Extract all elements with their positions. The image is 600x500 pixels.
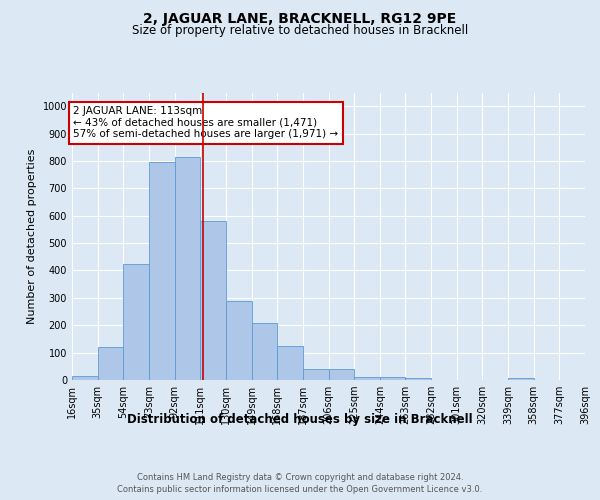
Bar [72, 376, 98, 380]
Bar [380, 378, 406, 380]
Text: Size of property relative to detached houses in Bracknell: Size of property relative to detached ho… [132, 24, 468, 37]
Bar [406, 378, 431, 380]
Text: Contains public sector information licensed under the Open Government Licence v3: Contains public sector information licen… [118, 485, 482, 494]
Bar [277, 346, 303, 380]
Bar [303, 369, 329, 380]
Bar [175, 157, 200, 380]
Bar [124, 264, 149, 380]
Bar [251, 322, 277, 380]
Text: 2 JAGUAR LANE: 113sqm
← 43% of detached houses are smaller (1,471)
57% of semi-d: 2 JAGUAR LANE: 113sqm ← 43% of detached … [73, 106, 338, 140]
Bar [508, 378, 534, 380]
Y-axis label: Number of detached properties: Number of detached properties [27, 148, 37, 324]
Bar [149, 162, 175, 380]
Bar [354, 376, 380, 380]
Bar [329, 369, 354, 380]
Text: Contains HM Land Registry data © Crown copyright and database right 2024.: Contains HM Land Registry data © Crown c… [137, 472, 463, 482]
Text: 2, JAGUAR LANE, BRACKNELL, RG12 9PE: 2, JAGUAR LANE, BRACKNELL, RG12 9PE [143, 12, 457, 26]
Text: Distribution of detached houses by size in Bracknell: Distribution of detached houses by size … [127, 412, 473, 426]
Bar [226, 300, 251, 380]
Bar [98, 347, 124, 380]
Bar [200, 221, 226, 380]
